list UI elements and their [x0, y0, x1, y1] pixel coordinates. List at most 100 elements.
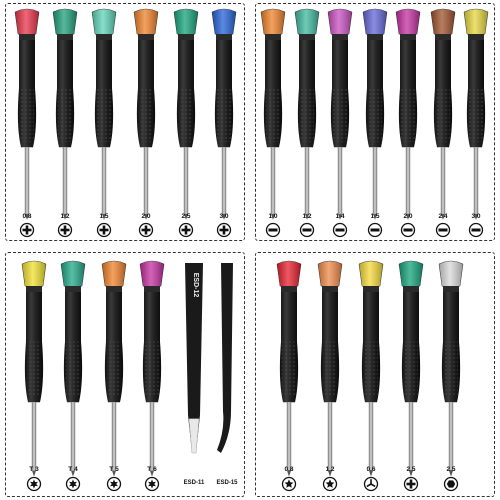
- shaft: [327, 402, 333, 471]
- size-label: T 5: [109, 466, 119, 473]
- screwdriver: 1.0: [260, 8, 286, 238]
- knurled-grip: [300, 88, 314, 142]
- tip: [373, 213, 377, 220]
- collar: [363, 286, 379, 292]
- phillips-icon: [57, 222, 73, 238]
- knurled-grip: [364, 341, 378, 397]
- shaft: [448, 402, 454, 471]
- tweezer-body: [185, 263, 203, 453]
- cap-shading: [439, 261, 463, 288]
- slotted-set-panel: [255, 3, 495, 241]
- shaft: [183, 147, 189, 214]
- screwdriver: 1.2: [294, 8, 320, 238]
- tip: [271, 213, 275, 220]
- shaft: [473, 147, 479, 214]
- screwdriver: 1.5: [362, 8, 388, 238]
- knurled-grip: [58, 88, 72, 142]
- size-label: 1.4: [335, 213, 344, 220]
- collar: [106, 286, 122, 292]
- pentalobe-icon: [281, 476, 297, 492]
- screwdriver: 2.0: [133, 8, 159, 238]
- size-label: 1.5: [370, 213, 379, 220]
- shaft: [270, 147, 276, 214]
- knurled-grip: [404, 341, 418, 397]
- phillips-icon: [19, 222, 35, 238]
- shaft: [304, 147, 310, 214]
- screwdriver: 1.5: [91, 8, 117, 238]
- screwdriver: 3.0: [463, 8, 489, 238]
- phillips-icon: [96, 222, 112, 238]
- tri-wing-icon: [363, 476, 379, 492]
- tip: [102, 213, 106, 220]
- tip: [369, 470, 373, 477]
- collar: [367, 34, 383, 40]
- shaft: [101, 147, 107, 214]
- screwdriver: T 4: [60, 260, 86, 492]
- collar: [322, 286, 338, 292]
- collar: [178, 34, 194, 40]
- knurled-grip: [333, 88, 347, 142]
- collar: [403, 286, 419, 292]
- collar: [57, 34, 73, 40]
- knurled-grip: [401, 88, 415, 142]
- collar: [26, 286, 42, 292]
- tip: [222, 213, 226, 220]
- cap-shading: [174, 9, 198, 36]
- tip: [71, 470, 75, 477]
- knurled-grip: [20, 88, 34, 142]
- screwdriver: 0.8: [276, 260, 302, 492]
- size-label: 2.4: [438, 213, 447, 220]
- screwdriver: 2.5: [173, 8, 199, 238]
- cap-shading: [464, 9, 488, 36]
- tip: [112, 470, 116, 477]
- collar: [138, 34, 154, 40]
- size-label: 0.8: [284, 466, 293, 473]
- pentalobe-icon: [322, 476, 338, 492]
- cap-shading: [399, 261, 423, 288]
- cap-shading: [359, 261, 383, 288]
- cap-shading: [431, 9, 455, 36]
- shaft: [31, 402, 37, 471]
- screwdriver: 0.6: [358, 260, 384, 492]
- shaft: [111, 402, 117, 471]
- tip: [474, 213, 478, 220]
- cap-shading: [92, 9, 116, 36]
- slotted-icon: [400, 222, 416, 238]
- knurled-grip: [139, 88, 153, 142]
- screwdriver: 2.5: [438, 260, 464, 492]
- shaft: [149, 402, 155, 471]
- torx-icon: [65, 476, 81, 492]
- size-label: 2.5: [406, 466, 415, 473]
- torx-icon: [26, 476, 42, 492]
- cap-shading: [295, 9, 319, 36]
- collar: [65, 286, 81, 292]
- phillips-icon: [403, 476, 419, 492]
- tip: [287, 470, 291, 477]
- torx-icon: [144, 476, 160, 492]
- size-label: 2.0: [403, 213, 412, 220]
- screwdriver: 2.4: [430, 8, 456, 238]
- slotted-icon: [367, 222, 383, 238]
- cap-shading: [134, 9, 158, 36]
- tweezer-stamp: ESD-12: [192, 273, 199, 298]
- size-label: 0.6: [366, 466, 375, 473]
- cap-shading: [396, 9, 420, 36]
- screwdriver: 1.2: [317, 260, 343, 492]
- knurled-grip: [97, 88, 111, 142]
- tweezer-body: [217, 263, 233, 453]
- cap-shading: [328, 9, 352, 36]
- cap-shading: [15, 9, 39, 36]
- knurled-grip: [469, 88, 483, 142]
- slotted-icon: [299, 222, 315, 238]
- knurled-grip: [217, 88, 231, 142]
- collar: [468, 34, 484, 40]
- collar: [19, 34, 35, 40]
- knurled-grip: [145, 341, 159, 397]
- tip: [338, 213, 342, 220]
- tip: [32, 470, 36, 477]
- cap-shading: [102, 261, 126, 288]
- size-label: 3.0: [471, 213, 480, 220]
- knurled-grip: [444, 341, 458, 397]
- knurled-grip: [179, 88, 193, 142]
- shaft: [337, 147, 343, 214]
